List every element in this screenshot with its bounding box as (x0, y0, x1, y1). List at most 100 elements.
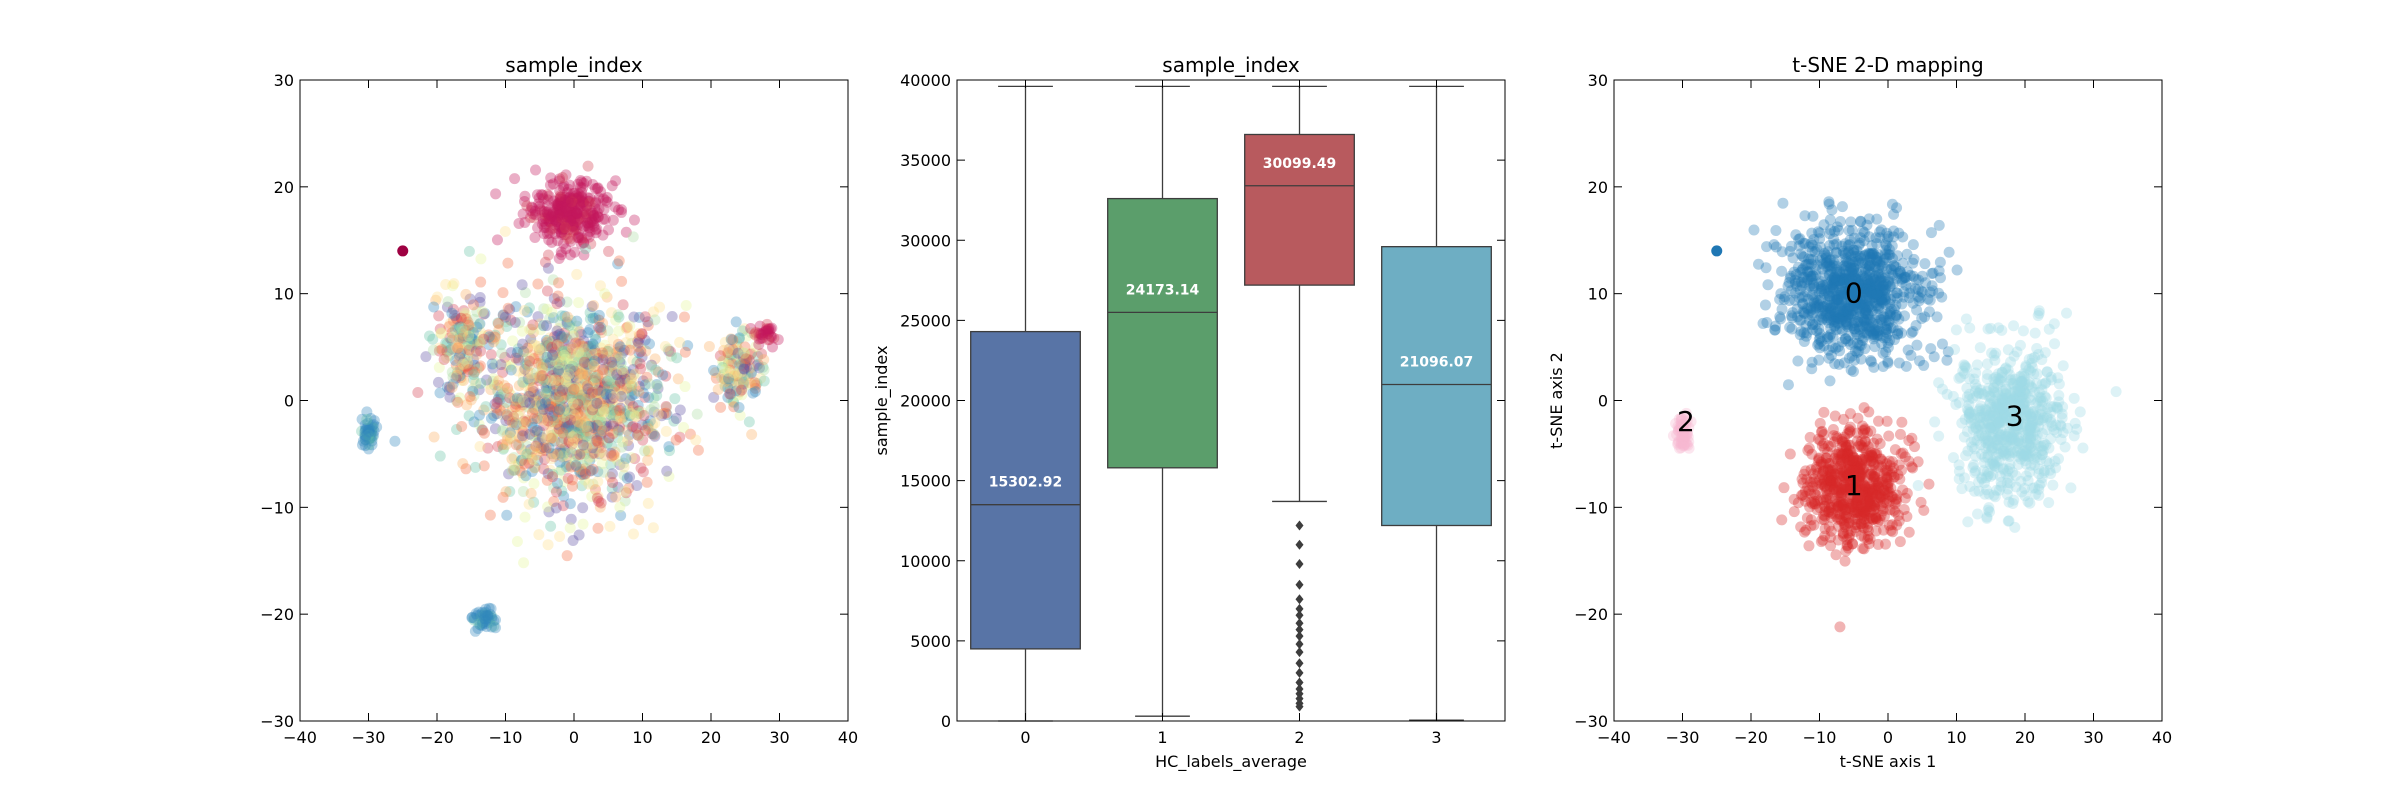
scatter-point (1761, 317, 1773, 329)
scatter-point (571, 412, 583, 424)
scatter-point (573, 384, 585, 396)
scatter-point (1861, 489, 1873, 501)
scatter-point (572, 194, 584, 206)
scatter-point (1971, 359, 1983, 371)
scatter-point (625, 409, 637, 421)
scatter-point (1761, 241, 1773, 253)
scatter-point (549, 400, 561, 412)
scatter-point (592, 378, 604, 390)
scatter-point (605, 471, 617, 483)
scatter-point (558, 349, 570, 361)
scatter-point (565, 373, 577, 385)
scatter-point (539, 209, 551, 221)
scatter-point (691, 408, 703, 420)
scatter-point (1865, 425, 1877, 437)
scatter-point (708, 364, 720, 376)
scatter-point (588, 220, 600, 232)
scatter-point (642, 444, 654, 456)
scatter-point-outlier (397, 245, 409, 257)
scatter-point (490, 188, 502, 200)
scatter-point (1823, 317, 1835, 329)
scatter-point (428, 301, 440, 313)
scatter-point (528, 478, 540, 490)
scatter-point (587, 416, 599, 428)
scatter-point (539, 256, 551, 268)
scatter-point (544, 464, 556, 476)
scatter-point (460, 463, 472, 475)
scatter-point (554, 531, 566, 543)
scatter-point (1888, 208, 1900, 220)
scatter-point (525, 488, 537, 500)
scatter-point (547, 416, 559, 428)
y-tick-label: 35000 (900, 151, 951, 170)
scatter-point (563, 369, 575, 381)
scatter-point (583, 419, 595, 431)
scatter-point (590, 333, 602, 345)
scatter-point (573, 228, 585, 240)
scatter-point (573, 346, 585, 358)
scatter-point (649, 314, 661, 326)
scatter-point (590, 379, 602, 391)
scatter-point (576, 448, 588, 460)
scatter-point (666, 311, 678, 323)
scatter-point (607, 409, 619, 421)
scatter-point (548, 372, 560, 384)
scatter-point (2057, 360, 2069, 372)
scatter-point (556, 332, 568, 344)
scatter-point (604, 403, 616, 415)
scatter-point (549, 219, 561, 231)
scatter-point (582, 340, 594, 352)
scatter-point (1874, 438, 1886, 450)
scatter-point (566, 424, 578, 436)
scatter-point (2065, 482, 2077, 494)
scatter-point (567, 194, 579, 206)
scatter-point (491, 234, 503, 246)
y-tick-label: 0 (284, 392, 294, 411)
scatter-point (619, 408, 631, 420)
scatter-point (574, 465, 586, 477)
scatter-point (610, 314, 622, 326)
scatter-point (523, 388, 535, 400)
scatter-point (1821, 484, 1833, 496)
scatter-point (567, 360, 579, 372)
scatter-point (1826, 204, 1838, 216)
scatter-point (536, 364, 548, 376)
scatter-point (475, 345, 487, 357)
scatter-point (1776, 514, 1788, 526)
scatter-point (584, 392, 596, 404)
scatter-point (576, 349, 588, 361)
scatter-point (627, 404, 639, 416)
scatter-point (556, 226, 568, 238)
scatter-point (518, 557, 530, 569)
scatter-point (562, 232, 574, 244)
scatter-point (575, 417, 587, 429)
scatter-point (610, 405, 622, 417)
scatter-point (1953, 465, 1965, 477)
scatter-point (514, 316, 526, 328)
scatter-point (1976, 388, 1988, 400)
scatter-point (566, 200, 578, 212)
scatter-point (584, 226, 596, 238)
scatter-point (2014, 385, 2026, 397)
scatter-point (1893, 227, 1905, 239)
scatter-point (674, 336, 686, 348)
scatter-point (436, 344, 448, 356)
scatter-point (604, 520, 616, 532)
scatter-point (551, 394, 563, 406)
scatter-point (2002, 344, 2014, 356)
scatter-point (594, 501, 606, 513)
scatter-point (567, 219, 579, 231)
scatter-point (1834, 621, 1846, 633)
scatter-point (538, 412, 550, 424)
scatter-point (1865, 286, 1877, 298)
scatter-point (554, 346, 566, 358)
scatter-point (654, 301, 666, 313)
scatter-point (530, 209, 542, 221)
scatter-point (540, 442, 552, 454)
scatter-point (575, 432, 587, 444)
scatter-point (553, 359, 565, 371)
scatter-point (561, 351, 573, 363)
scatter-point (478, 427, 490, 439)
scatter-point (532, 388, 544, 400)
scatter-point (639, 334, 651, 346)
